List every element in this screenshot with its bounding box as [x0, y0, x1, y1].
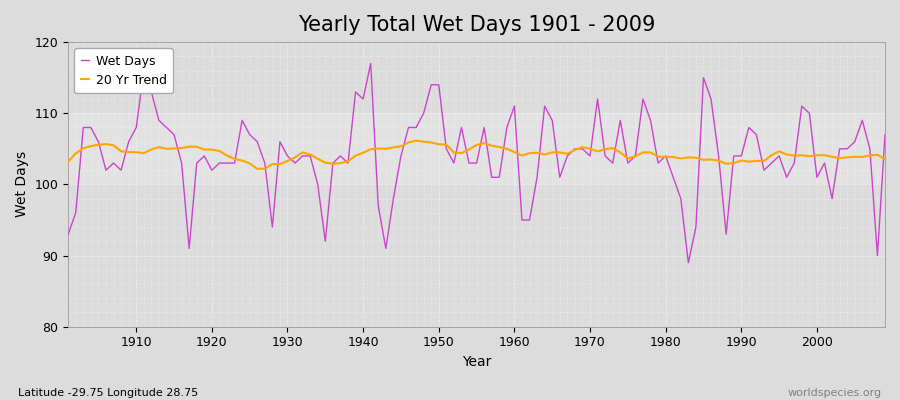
- Line: Wet Days: Wet Days: [68, 64, 885, 263]
- Wet Days: [123, 139, 134, 144]
- 20 Yr Trend: [517, 153, 527, 158]
- Legend: Wet Days, 20 Yr Trend: Wet Days, 20 Yr Trend: [75, 48, 173, 93]
- 20 Yr Trend: [123, 150, 134, 154]
- Wet Days: [509, 104, 520, 108]
- Wet Days: [608, 161, 618, 166]
- Title: Yearly Total Wet Days 1901 - 2009: Yearly Total Wet Days 1901 - 2009: [298, 15, 655, 35]
- Line: 20 Yr Trend: 20 Yr Trend: [68, 141, 885, 169]
- Wet Days: [335, 154, 346, 158]
- Text: Latitude -29.75 Longitude 28.75: Latitude -29.75 Longitude 28.75: [18, 388, 198, 398]
- 20 Yr Trend: [252, 166, 263, 171]
- 20 Yr Trend: [63, 159, 74, 164]
- 20 Yr Trend: [343, 159, 354, 164]
- Wet Days: [290, 161, 301, 166]
- Wet Days: [879, 132, 890, 137]
- Wet Days: [365, 61, 376, 66]
- 20 Yr Trend: [615, 150, 626, 155]
- Bar: [68, 113, 885, 184]
- X-axis label: Year: Year: [462, 355, 491, 369]
- 20 Yr Trend: [297, 150, 308, 155]
- Wet Days: [63, 232, 74, 237]
- Y-axis label: Wet Days: Wet Days: [15, 151, 29, 218]
- Text: worldspecies.org: worldspecies.org: [788, 388, 882, 398]
- 20 Yr Trend: [410, 138, 421, 143]
- Wet Days: [683, 260, 694, 265]
- Wet Days: [517, 218, 527, 222]
- 20 Yr Trend: [879, 157, 890, 162]
- 20 Yr Trend: [524, 151, 535, 156]
